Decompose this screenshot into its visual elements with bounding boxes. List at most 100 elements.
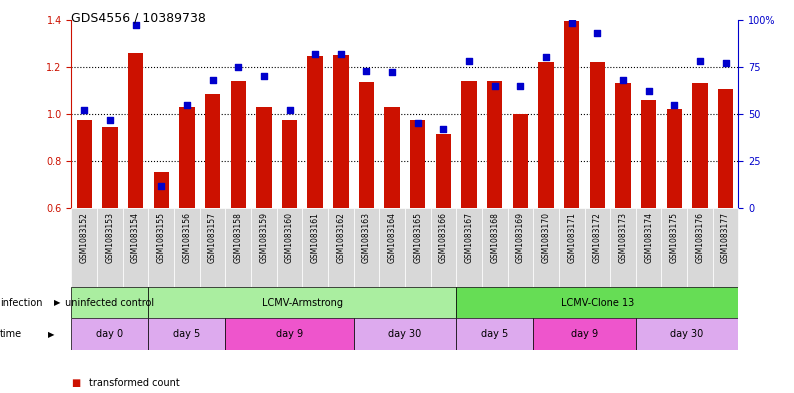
Bar [692,83,707,208]
Text: day 30: day 30 [670,329,703,339]
Bar [538,62,553,208]
Bar [564,21,580,208]
Bar [559,208,584,287]
Point [565,20,578,27]
Text: GSM1083166: GSM1083166 [439,212,448,263]
Point [283,107,296,113]
Point [642,88,655,94]
Point [463,58,476,64]
Point [78,107,91,113]
Text: GSM1083153: GSM1083153 [106,212,114,263]
Text: GDS4556 / 10389738: GDS4556 / 10389738 [71,12,206,25]
Bar [534,318,636,350]
Bar [718,89,734,208]
Bar [148,208,174,287]
Text: uninfected control: uninfected control [65,298,155,308]
Bar [457,318,534,350]
Text: LCMV-Armstrong: LCMV-Armstrong [262,298,343,308]
Text: infection: infection [0,298,43,308]
Bar [487,81,503,208]
Point [386,69,399,75]
Bar [179,107,195,208]
Text: GSM1083168: GSM1083168 [490,212,499,263]
Text: day 5: day 5 [173,329,201,339]
Point [103,116,116,123]
Text: GSM1083158: GSM1083158 [233,212,243,263]
Bar [230,81,246,208]
Text: GSM1083167: GSM1083167 [464,212,473,263]
Point [540,54,553,61]
Bar [225,318,353,350]
Bar [153,172,169,208]
Point [232,64,245,70]
Bar [436,134,451,208]
Bar [713,208,738,287]
Text: LCMV-Clone 13: LCMV-Clone 13 [561,298,634,308]
Bar [71,318,148,350]
Text: ■: ■ [71,378,81,388]
Bar [636,318,738,350]
Text: transformed count: transformed count [89,378,179,388]
Point [411,120,424,127]
Text: day 9: day 9 [276,329,303,339]
Bar [102,127,118,208]
Bar [200,208,225,287]
Bar [590,62,605,208]
Bar [482,208,507,287]
Point [180,101,193,108]
Text: GSM1083154: GSM1083154 [131,212,140,263]
Bar [174,208,200,287]
Text: GSM1083163: GSM1083163 [362,212,371,263]
Text: GSM1083155: GSM1083155 [156,212,166,263]
Bar [457,208,482,287]
Text: GSM1083174: GSM1083174 [644,212,653,263]
Bar [256,107,272,208]
Point [437,126,449,132]
Text: GSM1083175: GSM1083175 [670,212,679,263]
Bar [282,120,297,208]
Bar [461,81,476,208]
Bar [405,208,430,287]
Bar [307,56,323,208]
Bar [276,208,303,287]
Text: GSM1083164: GSM1083164 [387,212,397,263]
Text: GSM1083159: GSM1083159 [260,212,268,263]
Bar [353,208,380,287]
Text: GSM1083170: GSM1083170 [542,212,550,263]
Text: day 9: day 9 [571,329,598,339]
Text: ▶: ▶ [54,298,60,307]
Text: GSM1083172: GSM1083172 [593,212,602,263]
Bar [205,94,220,208]
Point [129,22,142,28]
Bar [71,287,148,318]
Point [488,83,501,89]
Text: GSM1083161: GSM1083161 [310,212,320,263]
Bar [251,208,276,287]
Bar [410,120,426,208]
Text: GSM1083162: GSM1083162 [337,212,345,263]
Text: day 0: day 0 [96,329,124,339]
Text: GSM1083165: GSM1083165 [413,212,422,263]
Text: GSM1083177: GSM1083177 [721,212,730,263]
Bar [507,208,534,287]
Bar [328,208,353,287]
Bar [333,55,349,208]
Text: GSM1083157: GSM1083157 [208,212,217,263]
Bar [148,287,457,318]
Bar [359,82,374,208]
Text: day 5: day 5 [481,329,508,339]
Point [719,60,732,66]
Bar [123,208,148,287]
Point [514,83,526,89]
Bar [97,208,123,287]
Bar [225,208,251,287]
Bar [384,107,400,208]
Text: GSM1083160: GSM1083160 [285,212,294,263]
Bar [667,109,682,208]
Bar [661,208,687,287]
Text: GSM1083171: GSM1083171 [567,212,576,263]
Bar [380,208,405,287]
Bar [584,208,610,287]
Text: ▶: ▶ [48,330,54,338]
Bar [636,208,661,287]
